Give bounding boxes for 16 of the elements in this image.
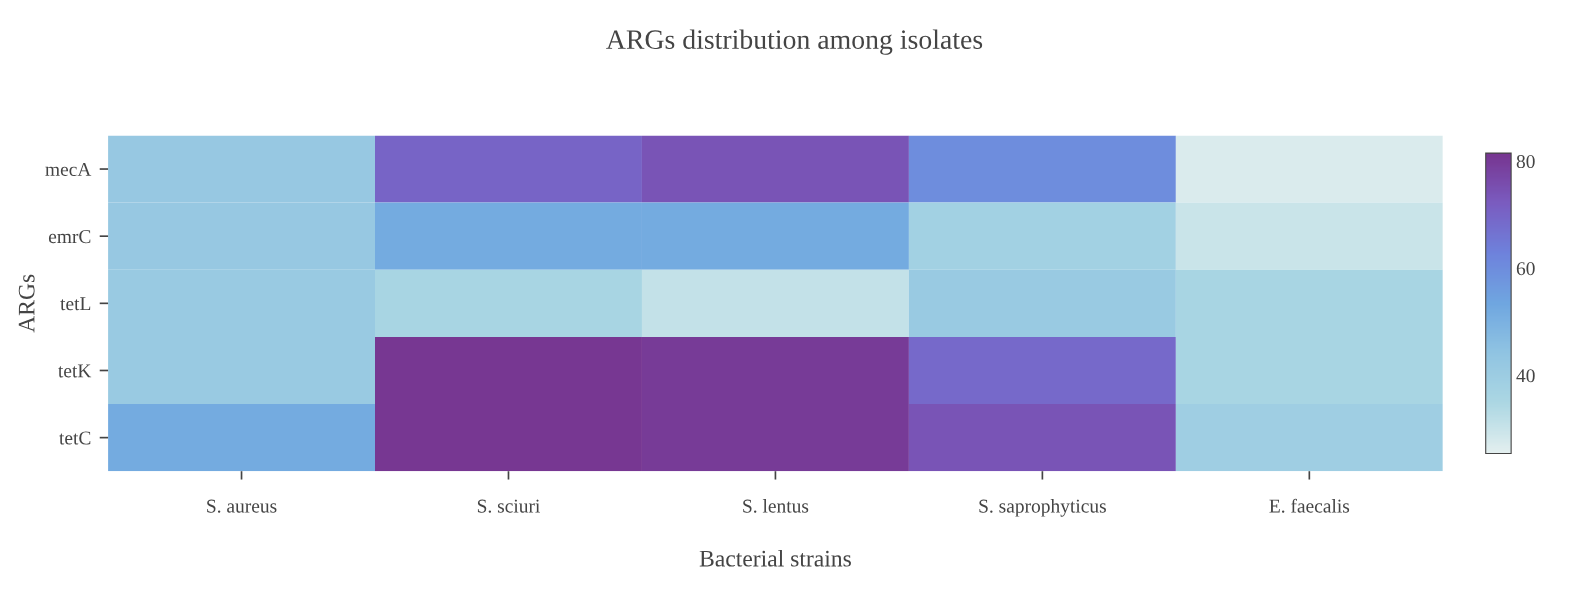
x-tick-label: S. aureus	[207, 499, 277, 513]
color-bar-label: 60	[1516, 262, 1535, 276]
chart-title: ARGs distribution among isolates	[606, 29, 983, 55]
y-tick-label: emrC	[48, 230, 91, 244]
y-tick-label: tetK	[58, 364, 92, 378]
x-tick-label: S. lentus	[743, 498, 809, 513]
y-tick-label: tetL	[60, 297, 91, 311]
x-tick-label: S. sciuri	[477, 499, 540, 513]
y-tick-label: tetC	[59, 431, 91, 445]
x-tick-label: S. saprophyticus	[979, 498, 1106, 517]
color-bar-label: 40	[1516, 369, 1535, 383]
x-tick-label: E. faecalis	[1269, 498, 1350, 513]
color-bar-label: 80	[1516, 154, 1535, 169]
x-axis-title: Bacterial strains	[699, 550, 851, 567]
y-axis-title: ARGs	[18, 274, 35, 333]
y-tick-label: mecA	[45, 162, 92, 176]
